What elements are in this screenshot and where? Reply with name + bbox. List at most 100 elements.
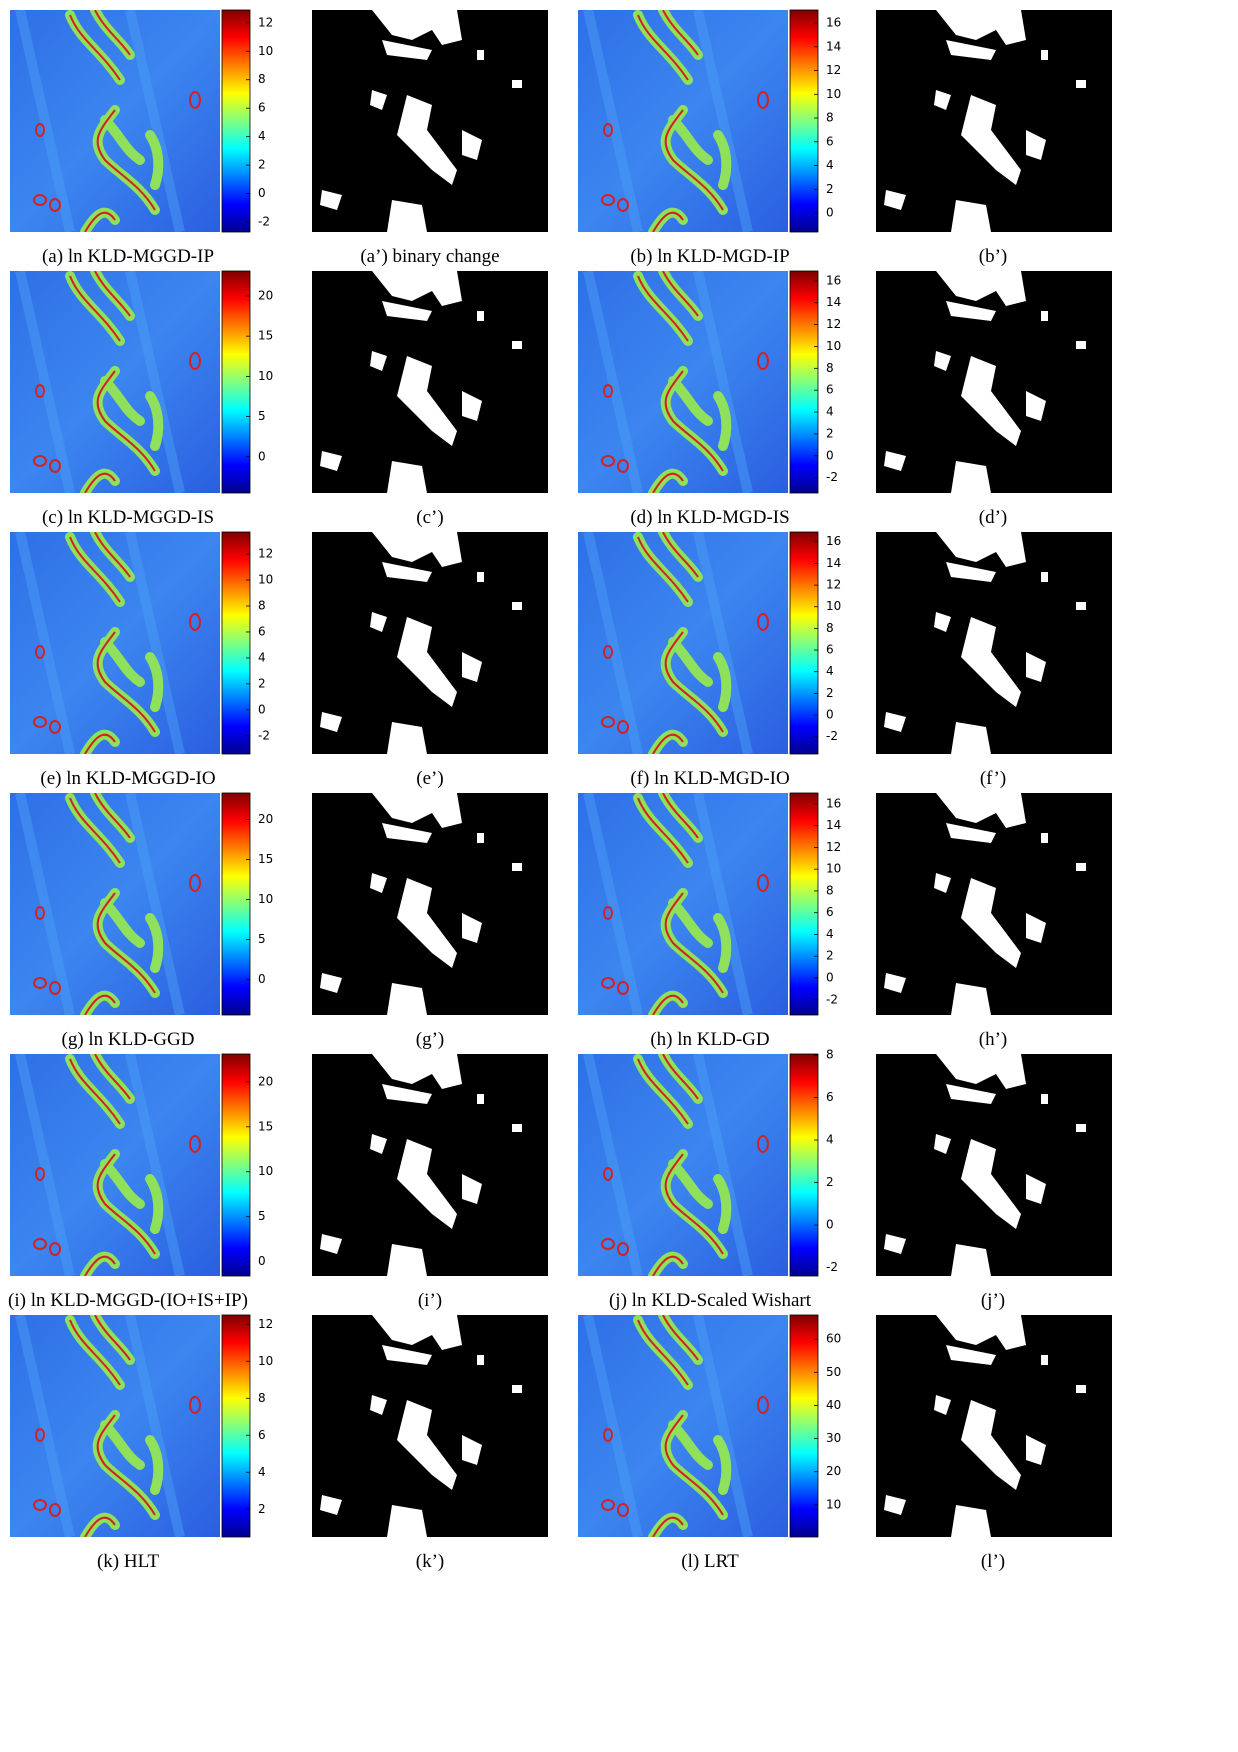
colorbar-tick-label: 6 <box>826 1090 834 1104</box>
colorbar <box>221 1314 251 1538</box>
binary-map <box>312 271 548 493</box>
colorbar-tick-label: 2 <box>258 1502 266 1516</box>
panel-caption: (a) ln KLD-MGGD-IP <box>42 246 214 267</box>
change-map <box>578 793 788 1015</box>
panel-caption: (k) HLT <box>97 1551 159 1572</box>
panel-caption: (l) LRT <box>681 1551 739 1572</box>
colorbar-tick-label: 2 <box>826 686 834 700</box>
colorbar-tick-label: 0 <box>258 449 266 463</box>
colorbar-tick-label: 12 <box>258 1317 273 1331</box>
colorbar-tick-label: 16 <box>826 16 841 30</box>
colorbar-tick-label: 2 <box>258 676 266 690</box>
colorbar-tick-label: 16 <box>826 796 841 810</box>
colorbar-tick-label: 5 <box>258 409 266 423</box>
colorbar-tick-label: -2 <box>258 215 270 229</box>
colorbar <box>221 792 251 1016</box>
colorbar-tick-label: 2 <box>826 182 834 196</box>
binary-map <box>876 532 1112 754</box>
panel-caption: (d) ln KLD-MGD-IS <box>630 507 789 528</box>
change-map <box>578 10 788 232</box>
colorbar-tick-label: 0 <box>258 1254 266 1268</box>
colorbar-tick-label: 10 <box>826 1497 841 1511</box>
colorbar-tick-label: 20 <box>258 812 273 826</box>
change-map <box>10 10 220 232</box>
colorbar <box>221 531 251 755</box>
change-map <box>578 1054 788 1276</box>
colorbar-tick-label: 4 <box>258 129 266 143</box>
colorbar-tick-label: 14 <box>826 39 841 53</box>
colorbar-tick-label: 10 <box>826 87 841 101</box>
panel-caption: (c) ln KLD-MGGD-IS <box>42 507 214 528</box>
colorbar-tick-label: 10 <box>826 339 841 353</box>
panel-caption: (e) ln KLD-MGGD-IO <box>40 768 215 789</box>
colorbar-tick-label: 6 <box>826 383 834 397</box>
colorbar-tick-label: -2 <box>826 729 838 743</box>
colorbar-tick-label: 6 <box>826 905 834 919</box>
colorbar-tick-label: 4 <box>826 927 834 941</box>
colorbar-tick-label: 12 <box>826 63 841 77</box>
panel-caption: (h) ln KLD-GD <box>650 1029 769 1050</box>
colorbar-tick-label: 8 <box>826 621 834 635</box>
colorbar <box>221 270 251 494</box>
colorbar <box>789 531 819 755</box>
binary-map <box>312 1054 548 1276</box>
colorbar-tick-label: 6 <box>258 101 266 115</box>
colorbar-tick-label: 2 <box>826 1175 834 1189</box>
panel-caption: (b’) <box>979 246 1007 267</box>
colorbar-tick-label: 20 <box>826 1464 841 1478</box>
binary-map <box>876 10 1112 232</box>
colorbar-tick-label: -2 <box>826 470 838 484</box>
panel-caption: (l’) <box>981 1551 1005 1572</box>
binary-map <box>876 1054 1112 1276</box>
colorbar-tick-label: 6 <box>258 1428 266 1442</box>
binary-map <box>876 271 1112 493</box>
change-map <box>10 532 220 754</box>
change-map <box>578 271 788 493</box>
panel-caption: (i) ln KLD-MGGD-(IO+IS+IP) <box>8 1290 248 1311</box>
panel-caption: (f’) <box>980 768 1006 789</box>
panel-caption: (c’) <box>416 507 443 528</box>
colorbar-tick-label: 15 <box>258 852 273 866</box>
colorbar-tick-label: 8 <box>258 1391 266 1405</box>
colorbar-tick-label: -2 <box>826 1260 838 1274</box>
colorbar-tick-label: 8 <box>258 72 266 86</box>
change-map <box>578 1315 788 1537</box>
colorbar-tick-label: 30 <box>826 1431 841 1445</box>
change-map <box>10 1315 220 1537</box>
colorbar-tick-label: 12 <box>258 15 273 29</box>
colorbar-tick-label: 0 <box>258 702 266 716</box>
panel-caption: (f) ln KLD-MGD-IO <box>630 768 789 789</box>
colorbar-tick-label: -2 <box>826 992 838 1006</box>
colorbar-tick-label: 6 <box>826 643 834 657</box>
colorbar-tick-label: -2 <box>258 728 270 742</box>
colorbar <box>221 1053 251 1277</box>
change-map <box>578 532 788 754</box>
panel-caption: (k’) <box>416 1551 444 1572</box>
binary-map <box>312 793 548 1015</box>
change-map <box>10 793 220 1015</box>
colorbar-tick-label: 5 <box>258 932 266 946</box>
panel-caption: (h’) <box>979 1029 1007 1050</box>
colorbar-tick-label: 12 <box>826 578 841 592</box>
colorbar-tick-label: 2 <box>826 949 834 963</box>
change-map <box>10 1054 220 1276</box>
panel-caption: (j) ln KLD-Scaled Wishart <box>609 1290 812 1311</box>
panel-caption: (j’) <box>981 1290 1005 1311</box>
colorbar-tick-label: 12 <box>258 547 273 561</box>
colorbar-tick-label: 12 <box>826 317 841 331</box>
colorbar-tick-label: 0 <box>258 972 266 986</box>
binary-map <box>876 793 1112 1015</box>
colorbar-tick-label: 10 <box>258 1164 273 1178</box>
colorbar <box>221 9 251 233</box>
panel-caption: (a’) binary change <box>360 246 499 267</box>
colorbar-tick-label: 60 <box>826 1332 841 1346</box>
colorbar-tick-label: 4 <box>826 1133 834 1147</box>
panel-caption: (e’) <box>416 768 443 789</box>
colorbar-tick-label: 8 <box>826 361 834 375</box>
colorbar-tick-label: 10 <box>258 44 273 58</box>
colorbar-tick-label: 0 <box>826 206 834 220</box>
colorbar-tick-label: 4 <box>258 1465 266 1479</box>
colorbar-tick-label: 10 <box>826 862 841 876</box>
colorbar <box>789 270 819 494</box>
